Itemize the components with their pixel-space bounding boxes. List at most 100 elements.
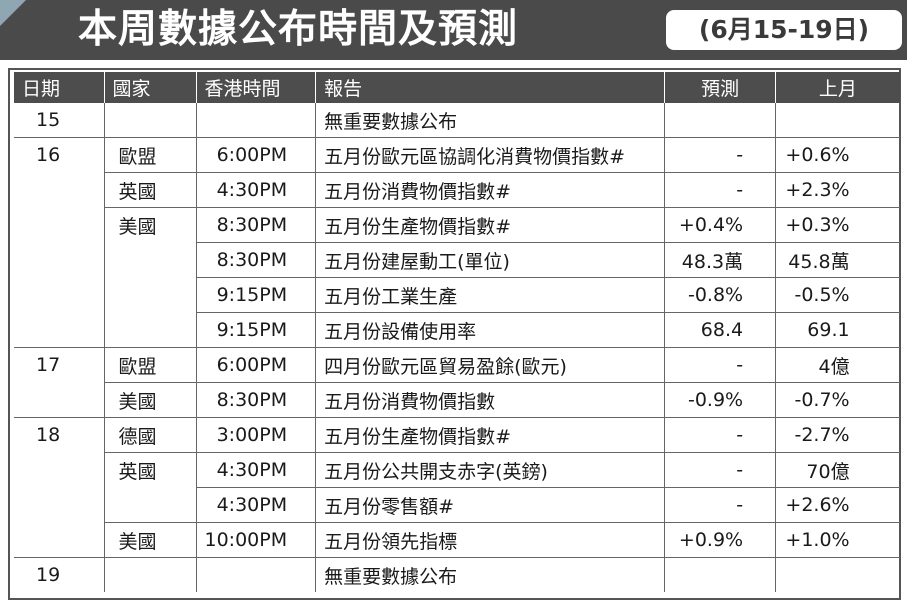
cell-previous: -2.7% xyxy=(775,417,900,453)
cell-hk-time: 9:15PM xyxy=(196,277,317,313)
cell-date: 16 xyxy=(14,137,105,173)
cell-country xyxy=(104,103,197,138)
cell-forecast xyxy=(664,103,777,138)
cell-previous: +0.6% xyxy=(775,137,900,173)
cell-report: 五月份零售額# xyxy=(315,487,666,523)
cell-date xyxy=(14,382,105,418)
cell-report: 五月份工業生產 xyxy=(315,277,666,313)
cell-forecast: - xyxy=(664,452,777,488)
cell-hk-time: 4:30PM xyxy=(196,452,317,488)
column-header-report: 報告 xyxy=(315,72,666,103)
cell-country: 英國 xyxy=(104,172,197,208)
cell-country: 美國 xyxy=(104,522,197,558)
cell-report: 五月份消費物價指數# xyxy=(315,172,666,208)
cell-previous: +2.6% xyxy=(775,487,900,523)
table-row: 19 無重要數據公布 xyxy=(14,557,900,593)
table-row: 英國 4:30PM 五月份消費物價指數# - +2.3% xyxy=(14,172,900,208)
cell-date xyxy=(14,312,105,348)
table-row: 8:30PM 五月份建屋動工(單位) 48.3萬 45.8萬 xyxy=(14,242,900,278)
cell-previous: -0.5% xyxy=(775,277,900,313)
cell-report: 無重要數據公布 xyxy=(315,103,666,138)
cell-report: 四月份歐元區貿易盈餘(歐元) xyxy=(315,347,666,383)
column-header-date: 日期 xyxy=(14,72,105,103)
cell-previous: 4億 xyxy=(775,347,900,383)
cell-forecast: - xyxy=(664,347,777,383)
cell-report: 五月份設備使用率 xyxy=(315,312,666,348)
table-row: 15 無重要數據公布 xyxy=(14,103,900,138)
cell-country xyxy=(104,557,197,592)
cell-previous: 70億 xyxy=(775,452,900,488)
cell-country xyxy=(104,487,197,523)
cell-date xyxy=(14,172,105,208)
cell-report: 五月份建屋動工(單位) xyxy=(315,242,666,278)
cell-forecast: - xyxy=(664,137,777,173)
cell-date: 17 xyxy=(14,347,105,383)
cell-hk-time: 6:00PM xyxy=(196,347,317,383)
cell-country: 美國 xyxy=(104,207,197,243)
cell-report: 五月份領先指標 xyxy=(315,522,666,558)
schedule-table: 日期 國家 香港時間 報告 預測 上月 15 無重要數據公布 16 歐盟 6:00PM 五… xyxy=(14,72,900,592)
cell-report: 五月份公共開支赤字(英鎊) xyxy=(315,452,666,488)
cell-previous: 45.8萬 xyxy=(775,242,900,278)
table-row: 9:15PM 五月份工業生產 -0.8% -0.5% xyxy=(14,277,900,313)
cell-country: 歐盟 xyxy=(104,137,197,173)
cell-report: 五月份生產物價指數# xyxy=(315,417,666,453)
table-row: 美國 10:00PM 五月份領先指標 +0.9% +1.0% xyxy=(14,522,900,558)
cell-date: 18 xyxy=(14,417,105,453)
cell-forecast: -0.8% xyxy=(664,277,777,313)
cell-date xyxy=(14,242,105,278)
cell-forecast: +0.9% xyxy=(664,522,777,558)
cell-country xyxy=(104,242,197,278)
cell-previous: 69.1 xyxy=(775,312,900,348)
column-header-country: 國家 xyxy=(104,72,197,103)
cell-hk-time: 4:30PM xyxy=(196,487,317,523)
column-header-previous: 上月 xyxy=(775,72,900,103)
date-range-badge: (6月15-19日) xyxy=(666,10,902,50)
table-row: 4:30PM 五月份零售額# - +2.6% xyxy=(14,487,900,523)
cell-report: 五月份生產物價指數# xyxy=(315,207,666,243)
cell-previous xyxy=(775,103,900,138)
column-header-hk-time: 香港時間 xyxy=(196,72,317,103)
cell-previous: -0.7% xyxy=(775,382,900,418)
cell-hk-time: 8:30PM xyxy=(196,207,317,243)
cell-country: 歐盟 xyxy=(104,347,197,383)
cell-country: 美國 xyxy=(104,382,197,418)
cell-country xyxy=(104,312,197,348)
column-header-forecast: 預測 xyxy=(664,72,777,103)
table-row: 17 歐盟 6:00PM 四月份歐元區貿易盈餘(歐元) -4億 xyxy=(14,347,900,383)
cell-date xyxy=(14,522,105,558)
cell-country: 英國 xyxy=(104,452,197,488)
cell-forecast: - xyxy=(664,417,777,453)
cell-hk-time xyxy=(196,103,317,138)
cell-hk-time xyxy=(196,557,317,592)
table-row: 18 德國 3:00PM 五月份生產物價指數# - -2.7% xyxy=(14,417,900,453)
cell-country xyxy=(104,277,197,313)
table-row: 16 歐盟 6:00PM 五月份歐元區協調化消費物價指數# - +0.6% xyxy=(14,137,900,173)
cell-country: 德國 xyxy=(104,417,197,453)
cell-previous xyxy=(776,558,900,593)
corner-accent xyxy=(0,0,26,26)
cell-previous: +0.3% xyxy=(775,207,900,243)
cell-date xyxy=(14,487,105,523)
table-header-row: 日期 國家 香港時間 報告 預測 上月 xyxy=(14,72,900,103)
cell-report: 無重要數據公布 xyxy=(315,557,666,592)
cell-hk-time: 8:30PM xyxy=(196,242,317,278)
cell-previous: +1.0% xyxy=(775,522,900,558)
page-title: 本周數據公布時間及預測 xyxy=(78,7,519,52)
cell-forecast: 68.4 xyxy=(664,312,777,348)
table-row: 美國 8:30PM 五月份生產物價指數# +0.4% +0.3% xyxy=(14,207,900,243)
cell-forecast xyxy=(664,557,777,592)
cell-date xyxy=(14,277,105,313)
cell-hk-time: 6:00PM xyxy=(196,137,317,173)
cell-forecast: -0.9% xyxy=(664,382,777,418)
cell-hk-time: 9:15PM xyxy=(196,312,317,348)
cell-forecast: - xyxy=(664,172,777,208)
cell-report: 五月份消費物價指數 xyxy=(315,382,666,418)
cell-forecast: 48.3萬 xyxy=(664,242,777,278)
cell-hk-time: 8:30PM xyxy=(196,382,317,418)
cell-date xyxy=(14,452,105,488)
table-row: 英國 4:30PM 五月份公共開支赤字(英鎊) -70億 xyxy=(14,452,900,488)
table-row: 9:15PM 五月份設備使用率 68.4 69.1 xyxy=(14,312,900,348)
cell-hk-time: 10:00PM xyxy=(196,522,317,558)
title-banner: 本周數據公布時間及預測 (6月15-19日) xyxy=(0,0,907,60)
